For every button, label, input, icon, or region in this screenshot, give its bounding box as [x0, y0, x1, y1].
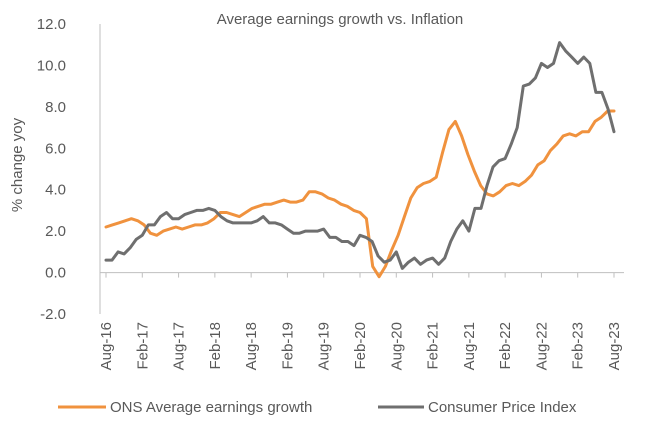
legend: ONS Average earnings growth Consumer Pric…: [58, 399, 577, 416]
x-tick-label: Feb-20: [352, 322, 369, 370]
x-tick-label: Aug-21: [461, 322, 478, 370]
series-line-0: [104, 109, 616, 279]
y-axis-ticks: -2.0 0.0 2.0 4.0 6.0 8.0 10.0 12.0: [37, 16, 66, 323]
x-axis: [99, 24, 624, 314]
y-tick-label: 4.0: [45, 182, 66, 199]
x-tick-label: Feb-17: [134, 322, 151, 370]
x-tick-label: Feb-22: [497, 322, 514, 370]
x-tick-label: Aug-22: [533, 322, 550, 370]
x-tick-label: Feb-18: [207, 322, 224, 370]
x-tick-label: Aug-23: [606, 322, 623, 370]
y-tick-label: 2.0: [45, 223, 66, 240]
legend-label-1: Consumer Price Index: [428, 399, 577, 416]
y-tick-label: -2.0: [40, 306, 66, 323]
series-lines: [104, 41, 616, 279]
x-tick-label: Aug-20: [388, 322, 405, 370]
y-tick-label: 12.0: [37, 16, 66, 33]
x-tick-label: Feb-23: [570, 322, 587, 370]
y-tick-label: 8.0: [45, 99, 66, 116]
y-axis-label: % change yoy: [9, 117, 26, 212]
y-tick-label: 6.0: [45, 140, 66, 157]
x-tick-label: Aug-16: [98, 322, 115, 370]
x-tick-label: Aug-18: [243, 322, 260, 370]
x-axis-ticks: Aug-16 Feb-17 Aug-17 Feb-18 Aug-18 Feb-19 Aug-…: [98, 272, 623, 370]
x-tick-label: Feb-21: [425, 322, 442, 370]
chart-title: Average earnings growth vs. Inflation: [217, 11, 464, 28]
x-tick-label: Feb-19: [279, 322, 296, 370]
legend-label-0: ONS Average earnings growth: [110, 399, 312, 416]
y-tick-label: 0.0: [45, 265, 66, 282]
series-line-1: [104, 41, 616, 270]
x-tick-label: Aug-17: [171, 322, 188, 370]
x-tick-label: Aug-19: [316, 322, 333, 370]
y-tick-label: 10.0: [37, 57, 66, 74]
